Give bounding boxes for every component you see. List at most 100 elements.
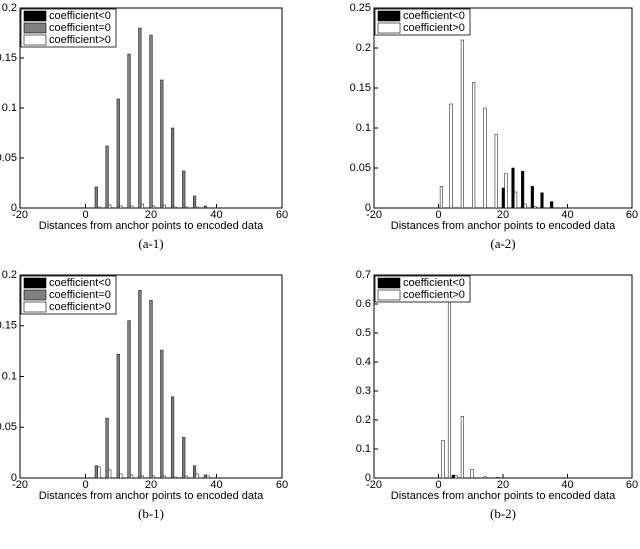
bar: [540, 192, 544, 209]
bar: [138, 27, 142, 209]
bar: [171, 396, 175, 479]
legend-swatch: [377, 10, 401, 22]
bar: [119, 205, 123, 209]
y-tick-label: 0: [11, 202, 17, 214]
bar: [130, 474, 134, 479]
bar: [116, 353, 120, 479]
x-tick-label: -20: [366, 479, 382, 491]
x-tick-label: 0: [435, 209, 441, 221]
x-tick-label: -20: [12, 209, 28, 221]
y-tick-label: 0.05: [350, 162, 371, 174]
bar: [152, 475, 156, 479]
bar: [523, 203, 527, 209]
bar: [193, 195, 197, 209]
bar: [451, 474, 455, 479]
x-tick-label: 20: [497, 479, 509, 491]
x-tick-label: 60: [626, 479, 638, 491]
bar: [533, 206, 537, 209]
y-tick-label: 0.2: [2, 269, 17, 281]
legend-swatch: [23, 10, 47, 22]
caption: (b-1): [138, 506, 164, 521]
bar: [108, 204, 112, 209]
y-tick-label: 0.05: [0, 152, 17, 164]
legend-swatch: [23, 277, 47, 289]
bar: [472, 82, 476, 209]
bar: [130, 205, 134, 209]
legend-label: coefficient<0: [403, 277, 465, 289]
y-tick-label: 0: [11, 472, 17, 484]
bar: [184, 475, 188, 479]
bar: [521, 170, 525, 209]
x-axis-label: Distances from anchor points to encoded …: [39, 490, 264, 502]
bar: [550, 201, 554, 209]
bar: [160, 349, 164, 479]
y-tick-label: 0.25: [350, 2, 371, 14]
legend-swatch: [23, 289, 47, 301]
bar: [173, 476, 177, 479]
y-tick-label: 0.05: [0, 421, 17, 433]
bar: [116, 98, 120, 209]
legend-swatch: [377, 277, 401, 289]
legend-swatch: [23, 301, 47, 313]
x-tick-label: 0: [82, 479, 88, 491]
bar: [94, 186, 98, 209]
y-tick-label: 0.2: [356, 42, 371, 54]
plot-frame: [373, 274, 633, 479]
bar: [127, 53, 131, 209]
y-tick-label: 0.6: [356, 298, 371, 310]
bar: [182, 170, 186, 209]
caption: (a-1): [138, 236, 163, 251]
x-tick-label: -20: [366, 209, 382, 221]
plot-frame: [373, 7, 633, 209]
x-tick-label: 0: [435, 479, 441, 491]
x-axis-label: Distances from anchor points to encoded …: [391, 490, 616, 502]
bar: [206, 475, 210, 479]
x-tick-label: 40: [561, 479, 573, 491]
bar: [449, 103, 453, 209]
x-axis-label: Distances from anchor points to encoded …: [39, 220, 264, 232]
y-tick-label: 0.1: [2, 102, 17, 114]
bar: [160, 79, 164, 209]
x-tick-label: 40: [210, 209, 222, 221]
bar: [441, 440, 445, 479]
legend-label: coefficient<0: [49, 10, 111, 22]
bar: [127, 320, 131, 479]
x-tick-label: 20: [145, 479, 157, 491]
x-axis-label: Distances from anchor points to encoded …: [391, 220, 616, 232]
legend-swatch: [23, 34, 47, 46]
bar: [447, 297, 452, 479]
y-tick-label: 0.1: [2, 370, 17, 382]
bar: [496, 476, 500, 479]
y-tick-label: 0.15: [0, 320, 17, 332]
bar: [195, 206, 199, 209]
legend-label: coefficient<0: [49, 277, 111, 289]
bar: [108, 469, 112, 479]
legend-label: coefficient=0: [49, 22, 111, 34]
y-tick-label: 0.3: [356, 385, 371, 397]
x-tick-label: 60: [626, 209, 638, 221]
bar: [140, 203, 145, 209]
y-tick-label: 0.2: [2, 2, 17, 14]
legend-swatch: [23, 22, 47, 34]
y-tick-label: 0: [365, 202, 371, 214]
bar: [530, 186, 534, 209]
bar: [97, 206, 101, 209]
bar: [483, 476, 487, 479]
bar: [182, 437, 186, 479]
bar: [514, 191, 518, 209]
x-tick-label: 0: [82, 209, 88, 221]
caption: (b-2): [490, 506, 516, 521]
y-tick-label: 0.15: [350, 82, 371, 94]
bar: [501, 187, 505, 209]
bar: [184, 206, 188, 209]
bar: [171, 127, 175, 209]
bar: [494, 134, 498, 209]
bar: [454, 475, 458, 479]
x-tick-label: 60: [276, 479, 288, 491]
bar: [460, 39, 464, 209]
x-tick-label: 40: [561, 209, 573, 221]
x-tick-label: 40: [210, 479, 222, 491]
x-tick-label: -20: [12, 479, 28, 491]
bar: [162, 475, 166, 479]
